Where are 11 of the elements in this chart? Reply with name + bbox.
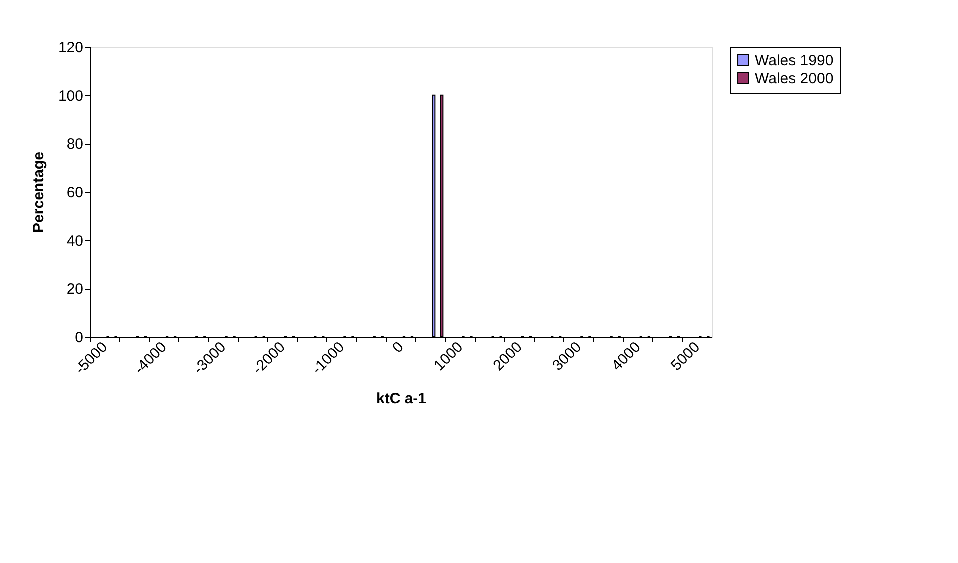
y-tick-label: 100 bbox=[58, 88, 84, 105]
y-tick-label: 40 bbox=[66, 232, 84, 250]
y-tick-label: 80 bbox=[66, 136, 84, 154]
y-axis-title: Percentage bbox=[30, 152, 48, 233]
x-tick-label: 0 bbox=[389, 338, 408, 357]
y-tick-label: 20 bbox=[66, 281, 84, 298]
y-tick-label: 60 bbox=[66, 184, 84, 202]
x-axis-title: ktC a-1 bbox=[376, 390, 427, 408]
legend-label: Wales 1990 bbox=[755, 52, 834, 70]
legend-label: Wales 2000 bbox=[755, 70, 834, 88]
y-tick-label: 120 bbox=[58, 40, 84, 56]
